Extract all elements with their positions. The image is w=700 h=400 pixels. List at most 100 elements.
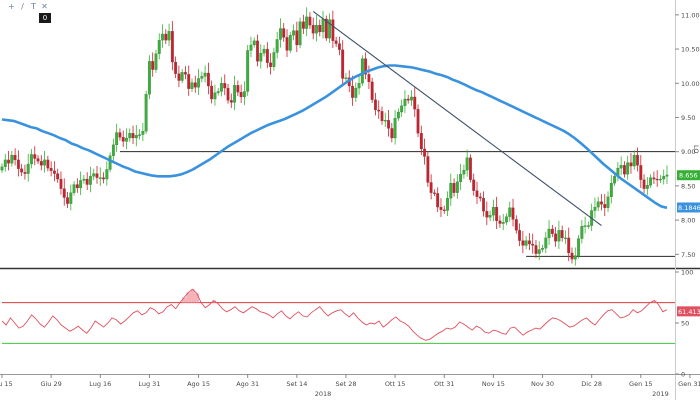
candle-body xyxy=(403,98,407,106)
candle-body xyxy=(242,91,246,98)
candle-body xyxy=(380,111,384,122)
candle-body xyxy=(436,193,440,208)
candle-body xyxy=(609,183,613,197)
candle-body xyxy=(544,237,548,249)
candle-body xyxy=(223,83,227,89)
candle-body xyxy=(351,85,354,98)
candle-body xyxy=(505,216,508,223)
candle-body xyxy=(33,154,37,159)
candle-body xyxy=(30,154,33,165)
candle-body xyxy=(567,237,571,254)
rsi-overbought-fill xyxy=(182,289,657,303)
candle-body xyxy=(82,178,86,181)
last-ma-box xyxy=(677,202,700,213)
candle-body xyxy=(46,159,50,169)
x-tick-label: Set 28 xyxy=(335,380,356,388)
candle-body xyxy=(279,28,282,40)
candle-body xyxy=(174,61,178,74)
candle-body xyxy=(282,28,286,38)
candle-body xyxy=(524,240,528,246)
candle-body xyxy=(233,85,237,103)
candle-body xyxy=(527,240,531,245)
candle-body xyxy=(396,111,400,119)
candle-body xyxy=(275,39,279,53)
candle-body xyxy=(370,81,374,100)
candle-body xyxy=(295,30,299,46)
candle-body xyxy=(482,198,485,212)
rsi-tick-label: 100 xyxy=(681,269,693,277)
candle-body xyxy=(36,158,40,162)
candle-body xyxy=(239,92,243,98)
candle-body xyxy=(377,109,381,112)
candle-body xyxy=(187,74,191,89)
candle-body xyxy=(498,220,502,224)
x-tick-label: Set 14 xyxy=(286,380,307,388)
year-label: 2018 xyxy=(315,390,332,398)
candle-body xyxy=(413,96,417,110)
last-price-label: 8.656 xyxy=(679,172,698,180)
candle-body xyxy=(269,62,273,67)
candle-body xyxy=(508,207,512,217)
candle-body xyxy=(111,144,115,156)
candle-body xyxy=(622,165,626,175)
candles xyxy=(0,7,669,266)
candle-body xyxy=(75,184,79,189)
x-tick-label: Ott 31 xyxy=(434,380,455,388)
candle-body xyxy=(374,99,377,111)
candle-body xyxy=(390,128,394,139)
candle-body xyxy=(144,94,148,132)
candle-body xyxy=(488,215,492,218)
candle-body xyxy=(632,154,636,167)
candle-body xyxy=(600,201,603,205)
toolbar-text-tool-icon[interactable]: T xyxy=(31,2,36,11)
y-tick-label: 10.50 xyxy=(681,46,700,54)
candle-body xyxy=(298,21,302,46)
candle-body xyxy=(105,169,109,180)
candle-body xyxy=(203,72,207,77)
candle-body xyxy=(478,196,482,199)
candle-body xyxy=(639,165,643,180)
x-tick-label: Giu 15 xyxy=(0,380,13,388)
candle-body xyxy=(167,31,171,41)
candle-body xyxy=(626,162,630,175)
toolbar-badge: 0 xyxy=(39,13,51,23)
x-tick-label: Nov 15 xyxy=(482,380,505,388)
candle-body xyxy=(354,87,358,98)
candle-body xyxy=(465,157,469,171)
y-tick-label: 7.50 xyxy=(681,251,695,259)
x-tick-label: Dic 28 xyxy=(581,380,602,388)
candle-body xyxy=(49,167,53,171)
y-tick-label: 8.50 xyxy=(681,182,695,190)
toolbar-plus-icon[interactable]: + xyxy=(8,2,15,11)
toolbar-pencil-icon[interactable]: / xyxy=(21,2,24,11)
candle-body xyxy=(161,33,164,41)
candle-body xyxy=(220,83,223,92)
candle-body xyxy=(659,178,662,181)
candle-body xyxy=(331,19,335,41)
candle-body xyxy=(193,82,197,88)
candle-body xyxy=(449,183,453,199)
toolbar-close-icon[interactable]: ✕ xyxy=(41,2,48,11)
candle-body xyxy=(596,201,600,208)
candle-body xyxy=(550,228,554,234)
candle-body xyxy=(85,178,89,185)
candle-body xyxy=(315,24,318,34)
candle-body xyxy=(501,222,505,224)
candle-body xyxy=(305,16,309,29)
candle-body xyxy=(265,48,269,63)
candle-body xyxy=(89,176,92,185)
candle-body xyxy=(98,177,102,179)
candle-body xyxy=(7,159,10,164)
candle-body xyxy=(613,176,617,184)
candle-body xyxy=(62,188,66,198)
candle-body xyxy=(285,37,289,51)
candle-body xyxy=(292,30,295,36)
candle-body xyxy=(259,53,263,62)
candle-body xyxy=(151,61,155,70)
y-tick-label: 8.00 xyxy=(681,217,695,225)
candle-body xyxy=(66,197,69,204)
candle-body xyxy=(629,162,633,167)
candle-body xyxy=(118,132,122,138)
